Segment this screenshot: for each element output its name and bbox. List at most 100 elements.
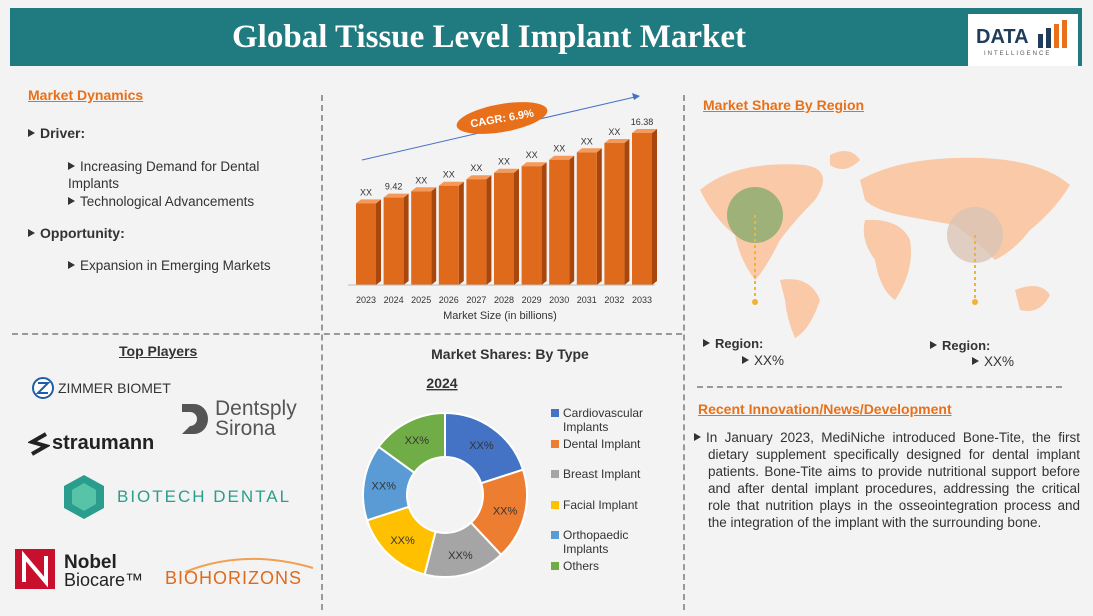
logo-bars	[1038, 20, 1067, 48]
bar-side	[569, 155, 575, 285]
divider	[697, 386, 1062, 388]
news-text: In January 2023, MediNiche introduced Bo…	[694, 429, 1080, 531]
legend-swatch	[551, 439, 559, 448]
legend-label: Others	[563, 558, 600, 573]
bar-side	[596, 148, 602, 285]
chart-title: Market Shares: By Type	[431, 346, 589, 362]
region-label: Region:	[930, 338, 990, 353]
region-value: XX%	[742, 352, 784, 369]
bar-top	[521, 162, 547, 167]
legend-label: Breast Implant	[563, 467, 641, 481]
bar	[632, 133, 652, 285]
divider	[683, 95, 685, 610]
value-label: XX	[470, 163, 482, 173]
nobel-icon	[15, 549, 55, 589]
item-text: Expansion in Emerging Markets	[80, 258, 271, 273]
label: Region:	[715, 336, 764, 351]
player-name: straumann	[52, 432, 155, 454]
label: Driver:	[40, 125, 86, 141]
x-tick-label: 2023	[356, 295, 376, 305]
legend-label: Orthopaedic Implants	[563, 528, 629, 556]
value-label: 16.38	[631, 117, 654, 127]
value-label: XX	[415, 175, 427, 185]
bar-top	[438, 181, 464, 186]
divider	[12, 333, 682, 335]
bar	[576, 152, 597, 285]
bar	[356, 203, 376, 285]
cagr-bubble	[456, 102, 548, 134]
slice-label: XX%	[405, 435, 430, 447]
biohorizons-swoosh	[184, 557, 314, 573]
dentsply-icon	[182, 404, 208, 434]
bar	[604, 143, 625, 285]
bar-top	[494, 168, 519, 173]
slice-label: XX%	[372, 480, 397, 492]
legend-swatch	[551, 531, 559, 539]
bar	[411, 191, 432, 285]
bar-side	[624, 139, 630, 285]
bar-top	[356, 199, 381, 204]
slice-label: XX%	[390, 535, 415, 547]
player-name: Biocare™	[64, 570, 144, 590]
bar-top	[383, 193, 409, 198]
donut-slice	[377, 411, 446, 475]
chart-subtitle: 2024	[426, 375, 457, 391]
section-heading: Market Share By Region	[703, 97, 865, 113]
legend-label: Cardiovascular Implants	[563, 406, 644, 434]
paragraph: In January 2023, MediNiche introduced Bo…	[706, 430, 1080, 530]
bar-side	[652, 129, 657, 285]
x-tick-label: 2025	[411, 295, 431, 305]
legend-item: Breast Implant	[551, 467, 663, 481]
logo-text: DATA	[976, 26, 1029, 48]
value-label: XX	[608, 127, 620, 137]
bar-chart: CAGR: 6.9%XX20239.422024XX2025XX2026XX20…	[348, 93, 657, 322]
bar	[438, 185, 459, 285]
straumann-icon	[28, 432, 50, 456]
bar	[466, 179, 487, 285]
logo: DATA INTELLIGENCE	[968, 14, 1078, 66]
divider	[321, 95, 323, 610]
value-label: XX	[443, 170, 455, 180]
bar-top	[466, 175, 492, 180]
section-heading: Market Dynamics	[28, 87, 144, 103]
legend-label: Facial Implant	[563, 497, 638, 512]
player-name: BIOHORIZONS	[165, 568, 303, 588]
legend-swatch	[551, 561, 559, 570]
donut-chart: Market Shares: By Type 2024 XX% XX% XX% XX% XX…	[362, 346, 589, 578]
player-name: Nobel	[64, 552, 117, 573]
region-value: XX%	[972, 353, 1014, 370]
bar-top	[411, 187, 437, 192]
bar	[549, 159, 570, 285]
player-name: BIOTECH DENTAL	[117, 487, 292, 506]
slice-label: XX%	[493, 505, 518, 517]
x-tick-label: 2032	[604, 295, 624, 305]
biotech-icon	[64, 475, 104, 519]
value: XX%	[754, 353, 785, 368]
slice-label: XX%	[448, 550, 473, 562]
player-name: ZIMMER BIOMET	[58, 380, 171, 396]
value-label: XX	[498, 157, 510, 167]
slice-label: XX%	[469, 440, 494, 452]
header-bar	[10, 8, 1082, 66]
driver-label: Driver:	[28, 125, 85, 141]
x-axis-label: Market Size (in billions)	[443, 310, 557, 322]
value-label: XX	[581, 136, 593, 146]
player-name: Dentsply	[215, 397, 297, 420]
item-text: Technological Advancements	[80, 194, 255, 209]
driver-item: Increasing Demand for Dental Implants	[68, 158, 298, 192]
section-heading: Recent Innovation/News/Development	[698, 401, 952, 417]
section-heading: Top Players	[119, 343, 198, 359]
bar-side	[486, 175, 492, 285]
bar-top	[632, 129, 657, 133]
driver-item: Technological Advancements	[68, 193, 298, 210]
value-label: XX	[360, 187, 372, 197]
bar-side	[514, 168, 519, 285]
x-tick-label: 2033	[632, 295, 652, 305]
bar-side	[403, 193, 409, 285]
item-text: Increasing Demand for Dental Implants	[68, 159, 260, 191]
opportunity-item: Expansion in Emerging Markets	[68, 257, 308, 274]
bar-side	[376, 199, 381, 285]
bar-top	[576, 148, 602, 153]
bar	[383, 197, 404, 285]
